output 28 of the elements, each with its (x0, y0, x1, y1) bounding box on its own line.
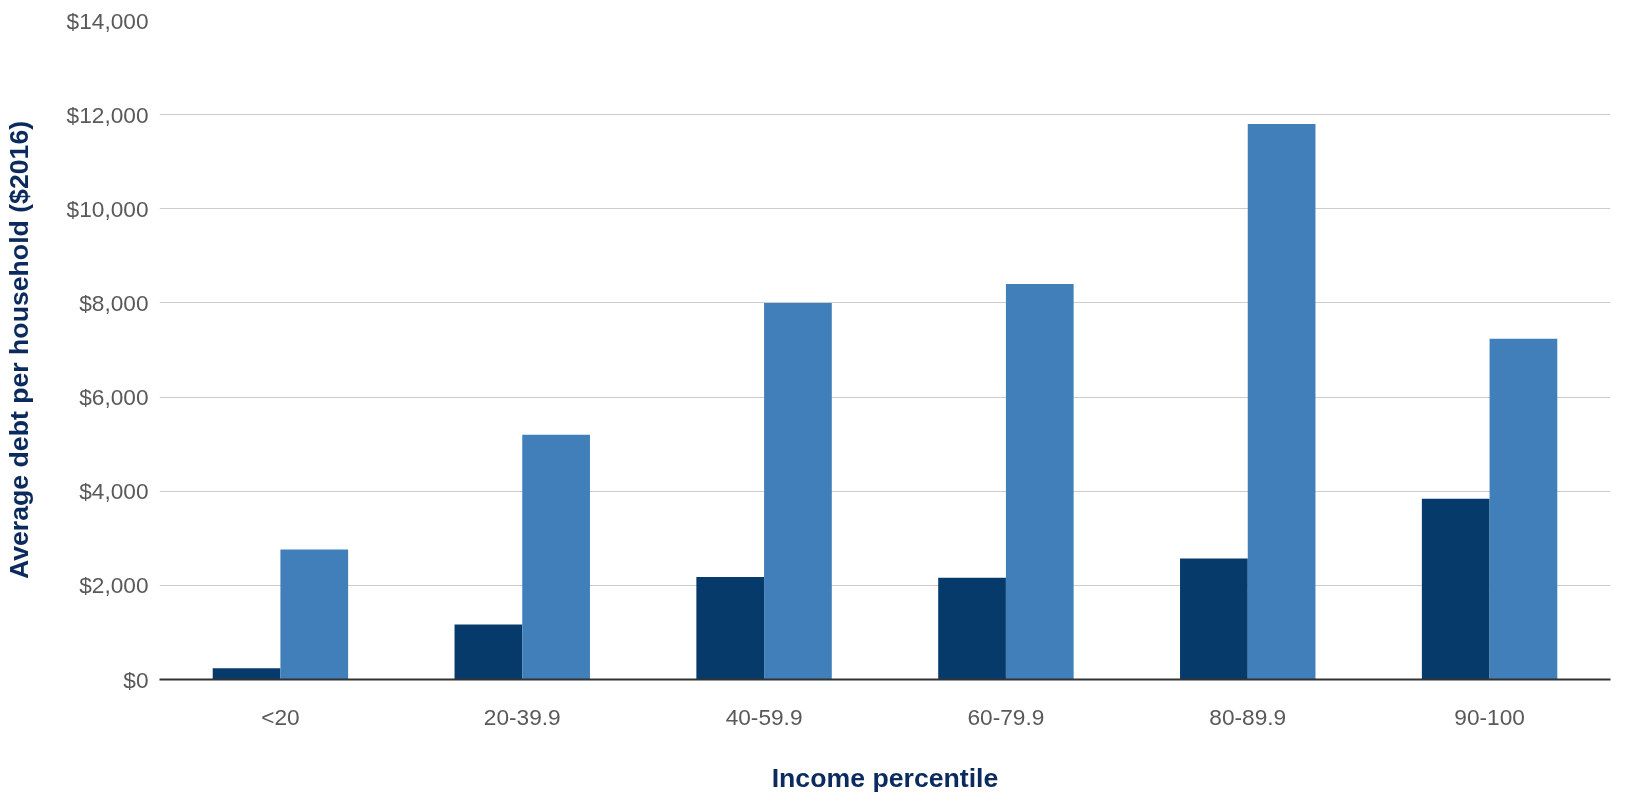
y-tick-label: $4,000 (79, 478, 149, 505)
x-tick-label: <20 (261, 703, 300, 730)
bar (454, 624, 523, 680)
y-axis-title: Average debt per household ($2016) (3, 120, 34, 580)
y-tick-label: $0 (123, 666, 149, 693)
x-tick-label: 90-100 (1454, 703, 1525, 730)
bar (1247, 124, 1316, 680)
x-tick-label: 40-59.9 (725, 703, 803, 730)
y-tick-label: $10,000 (66, 195, 149, 222)
x-axis-title: Income percentile (771, 762, 999, 793)
x-tick-label: 20-39.9 (483, 703, 561, 730)
x-tick-label: 60-79.9 (967, 703, 1045, 730)
bar (1489, 338, 1558, 680)
bar (764, 302, 832, 680)
bar (696, 576, 765, 680)
bar (938, 577, 1006, 680)
bar (212, 668, 281, 680)
bar (1180, 558, 1248, 680)
y-tick-label: $12,000 (66, 101, 149, 128)
bar (522, 434, 590, 680)
y-tick-label: $8,000 (79, 289, 149, 316)
bar (280, 549, 349, 680)
y-tick-label: $14,000 (66, 7, 149, 34)
y-tick-label: $2,000 (79, 572, 149, 599)
bar (1005, 284, 1074, 680)
bar (1421, 498, 1490, 680)
x-tick-label: 80-89.9 (1209, 703, 1287, 730)
y-tick-label: $6,000 (79, 384, 149, 411)
